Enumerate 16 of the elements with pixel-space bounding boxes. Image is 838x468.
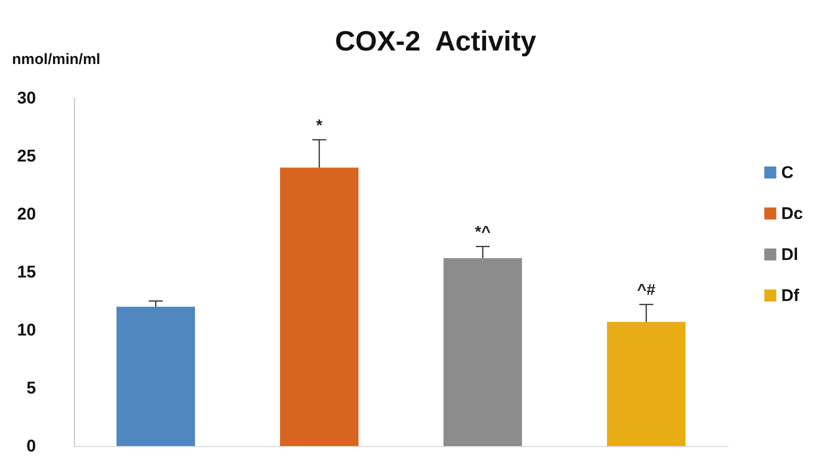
y-axis-title: nmol/min/ml xyxy=(12,51,100,68)
y-tick-label: 0 xyxy=(26,436,36,456)
data-label: *^ xyxy=(474,224,491,241)
legend-label: C xyxy=(781,163,794,182)
legend-label: Df xyxy=(781,286,800,305)
y-tick-label: 15 xyxy=(17,262,36,282)
data-label: ^# xyxy=(637,282,656,299)
y-tick-label: 20 xyxy=(17,204,36,224)
y-tick-label: 5 xyxy=(26,378,36,398)
y-tick-label: 10 xyxy=(17,320,36,340)
y-tick-label: 30 xyxy=(17,88,36,108)
y-tick-label: 25 xyxy=(17,146,36,166)
legend-label: Dl xyxy=(781,245,798,264)
chart-title: COX-2 Activity xyxy=(335,26,537,56)
data-label: * xyxy=(316,117,324,134)
legend-label: Dc xyxy=(781,204,804,223)
